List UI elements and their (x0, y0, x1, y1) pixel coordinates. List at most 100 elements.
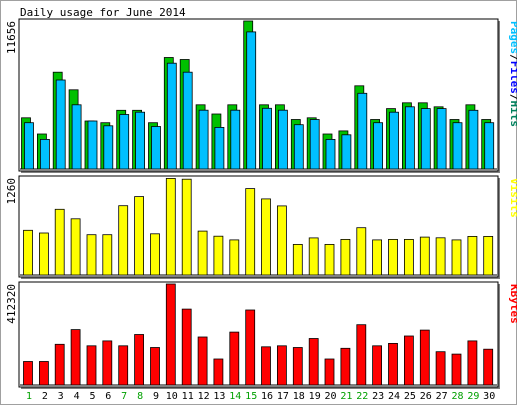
bar-visits (483, 235, 494, 276)
bar-kbytes (245, 309, 256, 386)
bar-kbytes (39, 361, 49, 386)
bar-visits (467, 235, 478, 276)
day-label: 11 (182, 391, 194, 402)
day-label: 5 (89, 391, 95, 402)
legend-entry: KBytes (508, 284, 517, 324)
bar-kbytes (419, 329, 430, 386)
bar-pages (87, 120, 98, 170)
bar-visits (372, 239, 383, 276)
bar-kbytes (324, 358, 335, 386)
bar-pages (484, 122, 495, 170)
day-label: 14 (229, 391, 241, 402)
day-label: 22 (356, 391, 368, 402)
day-label: 23 (372, 391, 384, 402)
bar-pages (389, 111, 399, 170)
bar-kbytes (356, 324, 367, 386)
legend-entry: Files (508, 61, 517, 94)
bar-pages (182, 71, 193, 170)
bar-visits (39, 232, 49, 276)
bar-pages (55, 79, 66, 170)
day-label: 28 (451, 391, 463, 402)
day-label: 20 (324, 391, 336, 402)
y-max-label: 1260 (5, 178, 18, 205)
bar-visits (356, 227, 367, 276)
bar-visits (118, 205, 129, 276)
bar-kbytes (261, 346, 271, 386)
bar-visits (134, 196, 145, 276)
bar-visits (165, 177, 176, 276)
bar-pages (24, 122, 34, 170)
bar-kbytes (181, 308, 192, 386)
bar-pages (230, 109, 241, 170)
day-label: 12 (198, 391, 210, 402)
series-legend: Visits (508, 178, 517, 218)
day-label: 2 (42, 391, 48, 402)
bar-visits (102, 234, 113, 276)
bar-visits (340, 238, 351, 276)
bar-pages (246, 31, 257, 170)
bar-kbytes (213, 358, 224, 386)
bar-pages (420, 108, 431, 170)
bar-kbytes (451, 353, 462, 386)
day-label: 19 (309, 391, 321, 402)
bar-visits (213, 235, 224, 276)
day-label: 25 (404, 391, 416, 402)
bar-kbytes (292, 347, 303, 386)
legend-entry: / (508, 54, 517, 61)
bar-kbytes (435, 351, 446, 386)
panel-kbytes: 412320 KBytes (5, 281, 517, 389)
bar-visits (261, 198, 271, 276)
bar-pages (452, 122, 463, 170)
bar-kbytes (340, 347, 351, 386)
chart-title: Daily usage for June 2014 (20, 6, 186, 19)
bar-pages (214, 127, 225, 170)
bar-kbytes (86, 345, 97, 386)
bar-pages (357, 92, 368, 170)
day-label: 7 (121, 391, 127, 402)
day-label: 29 (467, 391, 479, 402)
day-label: 21 (340, 391, 352, 402)
day-label: 16 (261, 391, 273, 402)
day-label: 10 (166, 391, 178, 402)
bar-visits (229, 239, 240, 276)
bar-pages (40, 138, 50, 170)
bar-visits (245, 188, 256, 276)
day-label: 27 (436, 391, 448, 402)
bar-pages (293, 124, 304, 170)
bar-visits (70, 218, 81, 276)
bar-kbytes (134, 334, 145, 386)
y-max-label: 412320 (5, 284, 18, 324)
bar-pages (262, 107, 272, 170)
day-label: 9 (153, 391, 159, 402)
bar-visits (308, 237, 319, 276)
bar-pages (404, 106, 415, 170)
bar-visits (324, 243, 335, 276)
bar-kbytes (118, 345, 129, 386)
day-label: 4 (74, 391, 80, 402)
bar-pages (436, 108, 447, 170)
bar-pages (277, 109, 288, 170)
bar-kbytes (403, 335, 414, 386)
bar-visits (23, 229, 33, 276)
day-label: 3 (58, 391, 64, 402)
day-label: 18 (293, 391, 305, 402)
bar-pages (119, 114, 130, 170)
bar-visits (86, 234, 97, 276)
bar-pages (468, 109, 479, 170)
legend-entry: / (508, 94, 517, 101)
bar-kbytes (229, 331, 240, 386)
legend-entry: Visits (508, 178, 517, 218)
day-label: 24 (388, 391, 400, 402)
day-label: 17 (277, 391, 289, 402)
bar-kbytes (102, 340, 113, 386)
y-max-label: 11656 (5, 21, 18, 54)
bar-pages (135, 111, 146, 170)
day-label: 30 (483, 391, 495, 402)
bar-pages (71, 104, 82, 170)
bar-kbytes (54, 343, 65, 386)
bar-visits (54, 208, 65, 276)
bar-pages (198, 109, 209, 170)
bar-visits (292, 243, 303, 276)
